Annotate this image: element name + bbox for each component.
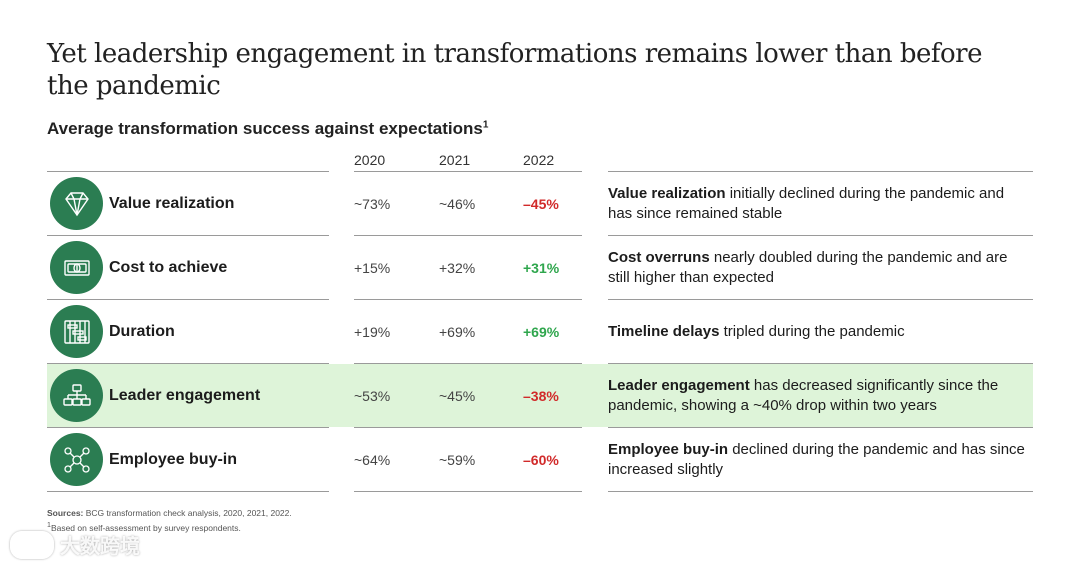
row-rule-values <box>354 363 582 364</box>
watermark: 大数跨境 <box>10 530 140 559</box>
row-rule-values <box>354 235 582 236</box>
year-header-2022: 2022 <box>523 152 555 168</box>
value-2021: +69% <box>439 323 476 340</box>
value-2022: +69% <box>523 323 560 340</box>
value-2021: ~46% <box>439 195 476 212</box>
metric-label: Duration <box>109 322 175 340</box>
value-2020: +19% <box>354 323 391 340</box>
page-title: Yet leadership engagement in transformat… <box>47 39 982 101</box>
timeline-icon <box>50 305 103 358</box>
value-2020: ~53% <box>354 387 391 404</box>
row-description: Leader engagement has decreased signific… <box>608 376 999 414</box>
footnotes: Sources: BCG transformation check analys… <box>47 508 292 533</box>
row-rule-right <box>608 427 1033 428</box>
value-2021: +32% <box>439 259 476 276</box>
watermark-logo-icon <box>10 530 54 559</box>
table-row-highlighted: Leader engagement ~53% ~45% –38% Leader … <box>47 364 1033 427</box>
row-rule-right <box>608 491 1033 492</box>
value-2020: +15% <box>354 259 391 276</box>
row-rule-right <box>608 235 1033 236</box>
value-2022: –38% <box>523 387 559 404</box>
org-chart-icon <box>50 369 103 422</box>
row-description: Cost overruns nearly doubled during the … <box>608 248 1008 286</box>
table-subtitle: Average transformation success against e… <box>47 119 489 138</box>
table-row: Employee buy-in ~64% ~59% –60% Employee … <box>47 428 1033 491</box>
row-rule-left <box>47 235 329 236</box>
row-description: Timeline delays tripled during the pande… <box>608 322 905 340</box>
row-rule-right <box>608 363 1033 364</box>
diamond-icon <box>50 177 103 230</box>
value-2022: –60% <box>523 451 559 468</box>
value-2022: +31% <box>523 259 560 276</box>
header-rule-right <box>608 171 1033 172</box>
row-rule-left <box>47 363 329 364</box>
people-network-icon <box>50 433 103 486</box>
metric-label: Value realization <box>109 194 235 212</box>
banknote-icon <box>50 241 103 294</box>
metric-label: Employee buy-in <box>109 450 238 468</box>
row-rule-values <box>354 299 582 300</box>
table-row: Duration +19% +69% +69% Timeline delays … <box>47 300 1033 363</box>
year-header-2021: 2021 <box>439 152 471 168</box>
value-2021: ~45% <box>439 387 476 404</box>
metric-label: Leader engagement <box>109 386 261 404</box>
value-2020: ~73% <box>354 195 391 212</box>
row-rule-left <box>47 299 329 300</box>
value-2021: ~59% <box>439 451 476 468</box>
row-rule-right <box>608 299 1033 300</box>
year-header-2020: 2020 <box>354 152 386 168</box>
row-description: Value realization initially declined dur… <box>608 184 1005 222</box>
row-rule-values <box>354 427 582 428</box>
table-row: Value realization ~73% ~46% –45% Value r… <box>47 172 1033 235</box>
value-2020: ~64% <box>354 451 391 468</box>
header-rule-left <box>47 171 329 172</box>
row-rule-left <box>47 427 329 428</box>
table-row: Cost to achieve +15% +32% +31% Cost over… <box>47 236 1033 299</box>
row-description: Employee buy-in declined during the pand… <box>608 440 1025 478</box>
row-rule-left <box>47 491 329 492</box>
row-rule-values <box>354 491 582 492</box>
value-2022: –45% <box>523 195 559 212</box>
header-rule-values <box>354 171 582 172</box>
metric-label: Cost to achieve <box>109 258 228 276</box>
